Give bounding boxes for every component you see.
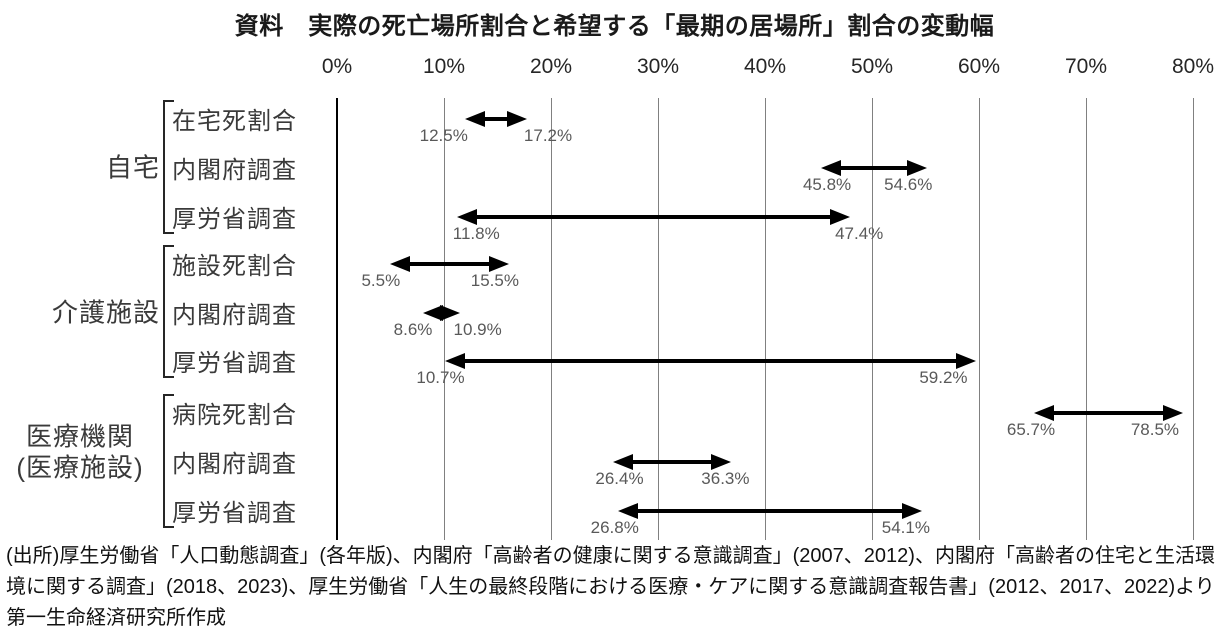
axis-tick-label: 40% <box>743 55 787 78</box>
range-min-label: 12.5% <box>419 126 468 145</box>
arrowhead-left-icon <box>389 256 410 272</box>
arrowhead-left-icon <box>445 353 466 369</box>
arrowhead-left-icon <box>821 160 842 176</box>
axis-tick-label: 60% <box>957 55 1001 78</box>
range-max-label: 54.1% <box>881 518 930 537</box>
row-label: 施設死割合 <box>172 252 297 280</box>
group-label-line1: 医療機関 <box>25 421 134 452</box>
arrowhead-right-icon <box>901 503 922 519</box>
range-arrow-line <box>470 117 522 121</box>
axis-tick-label: 30% <box>636 55 680 78</box>
range-arrow-line <box>619 460 726 464</box>
axis-tick-label: 80% <box>1171 55 1215 78</box>
row-label: 病院死割合 <box>172 401 297 429</box>
axis-tick-label: 0% <box>321 55 353 78</box>
group-label: 自宅 <box>105 152 160 183</box>
group-label: 医療機関 (医療施設) <box>0 421 160 482</box>
gridline <box>764 98 766 540</box>
gridline <box>978 98 980 540</box>
range-arrow-line <box>395 262 503 266</box>
range-arrow-line <box>463 215 845 219</box>
arrowhead-right-icon <box>507 111 528 127</box>
arrowhead-right-icon <box>956 353 977 369</box>
chart-title: 資料 実際の死亡場所割合と希望する「最期の居場所」割合の変動幅 <box>234 13 995 40</box>
row-label: 厚労省調査 <box>172 205 297 233</box>
axis-line <box>336 98 338 540</box>
range-min-label: 65.7% <box>1006 420 1056 439</box>
range-max-label: 54.6% <box>884 175 933 194</box>
axis-tick-label: 20% <box>529 55 573 78</box>
range-arrow-line <box>827 166 922 170</box>
gridline <box>550 98 552 540</box>
range-min-label: 45.8% <box>802 175 852 194</box>
group-bracket <box>163 245 174 378</box>
range-min-label: 11.8% <box>452 224 500 243</box>
arrowhead-right-icon <box>439 305 460 321</box>
axis-tick-label: 70% <box>1064 55 1108 78</box>
arrowhead-left-icon <box>464 111 485 127</box>
range-max-label: 17.2% <box>523 126 573 145</box>
range-max-label: 47.4% <box>835 224 884 243</box>
row-label: 在宅死割合 <box>172 107 297 135</box>
range-min-label: 5.5% <box>361 271 401 290</box>
arrowhead-right-icon <box>830 209 851 225</box>
row-label: 内閣府調査 <box>172 450 297 478</box>
range-max-label: 78.5% <box>1130 420 1180 439</box>
row-label: 内閣府調査 <box>172 301 297 329</box>
range-max-label: 10.9% <box>453 320 502 339</box>
range-max-label: 59.2% <box>919 368 968 387</box>
range-min-label: 26.4% <box>595 469 644 488</box>
axis-tick-label: 10% <box>422 55 466 78</box>
group-label-line2: (医療施設) <box>16 452 144 482</box>
arrowhead-left-icon <box>423 305 444 321</box>
arrowhead-left-icon <box>457 209 478 225</box>
arrowhead-right-icon <box>907 160 928 176</box>
range-arrow-line <box>451 359 971 363</box>
gridline <box>657 98 659 540</box>
range-max-label: 15.5% <box>470 271 519 290</box>
range-arrow-line <box>623 509 916 513</box>
arrowhead-left-icon <box>1033 405 1054 421</box>
range-min-label: 8.6% <box>393 320 433 339</box>
arrowhead-right-icon <box>488 256 509 272</box>
group-label: 介護施設 <box>51 297 160 328</box>
arrowhead-left-icon <box>617 503 638 519</box>
gridline <box>1085 98 1087 540</box>
range-min-label: 10.7% <box>416 368 465 387</box>
gridline <box>871 98 873 540</box>
gridline <box>1192 98 1194 540</box>
arrowhead-right-icon <box>1162 405 1183 421</box>
group-bracket <box>163 394 174 528</box>
row-label: 内閣府調査 <box>172 156 297 184</box>
axis-tick-label: 50% <box>850 55 894 78</box>
range-max-label: 36.3% <box>701 469 750 488</box>
arrowhead-right-icon <box>711 454 732 470</box>
range-min-label: 26.8% <box>590 518 639 537</box>
range-arrow-line <box>1039 411 1177 415</box>
row-label: 厚労省調査 <box>172 499 297 527</box>
source-note: (出所)厚生労働省「人口動態調査」(各年版)、内閣府「高齢者の健康に関する意識調… <box>6 545 1215 629</box>
row-label: 厚労省調査 <box>172 349 297 377</box>
arrowhead-left-icon <box>613 454 634 470</box>
group-bracket <box>163 100 174 234</box>
